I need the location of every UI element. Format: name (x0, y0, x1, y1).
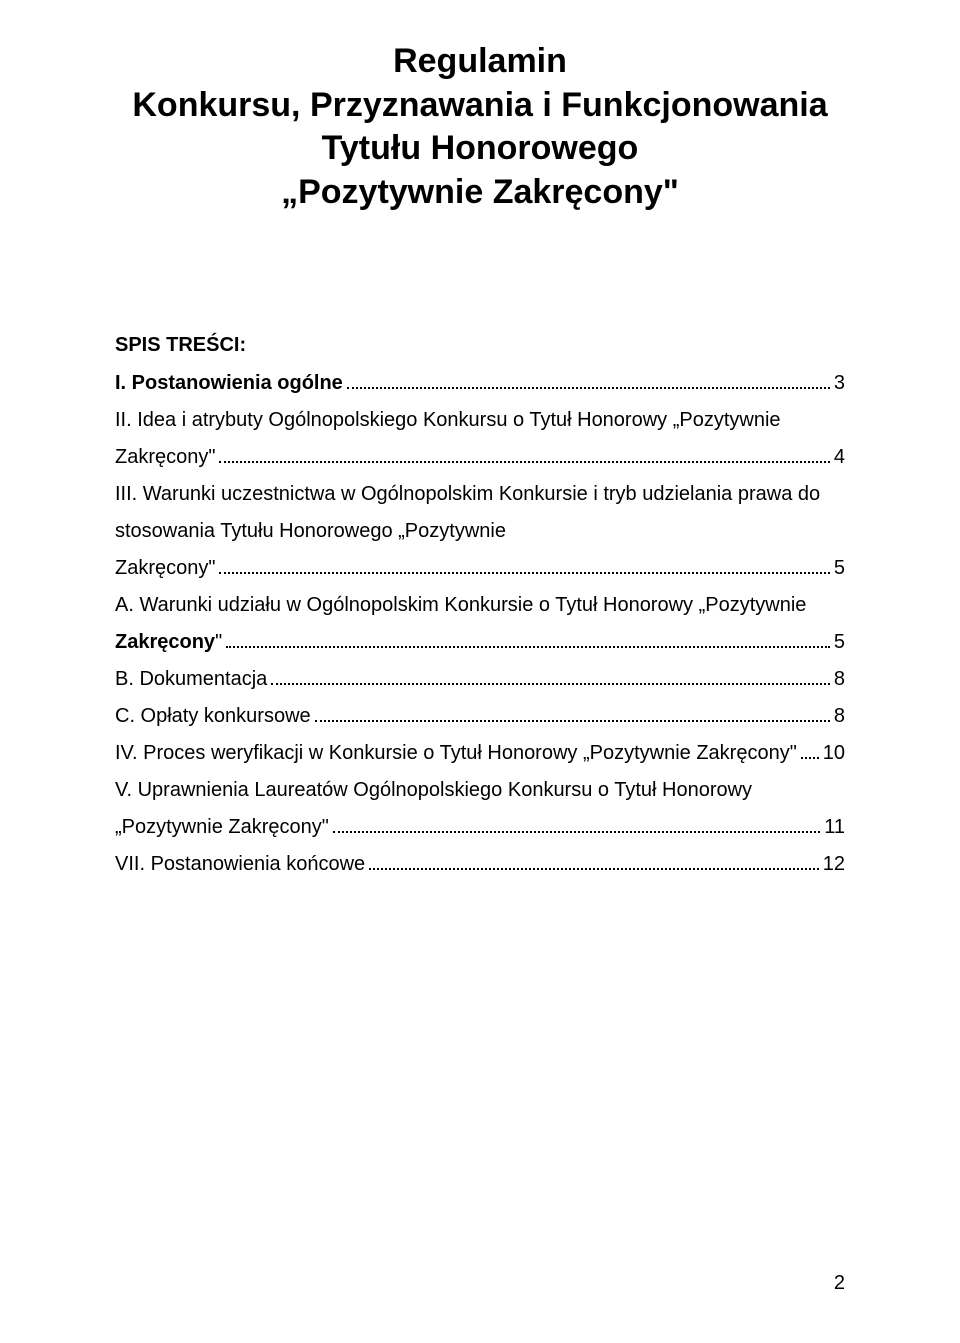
toc-page: 12 (823, 846, 845, 883)
toc-bold: C. Opłaty konkursowe (115, 698, 311, 735)
toc-text: I. Postanowienia ogólne (115, 365, 343, 402)
toc-page: 4 (834, 439, 845, 476)
toc-entry-i: I. Postanowienia ogólne 3 (115, 365, 845, 402)
toc-entry-ii-line1: II. Idea i atrybuty Ogólnopolskiego Konk… (115, 402, 845, 439)
toc-page: 5 (834, 550, 845, 587)
toc-bold: Zakręcony" (115, 439, 215, 476)
toc-entry-b: B. Dokumentacja 8 (115, 661, 845, 698)
title-line-4: „Pozytywnie Zakręcony" (115, 171, 845, 215)
toc-rest: " (215, 631, 222, 653)
title-line-3: Tytułu Honorowego (115, 127, 845, 171)
title-block: Regulamin Konkursu, Przyznawania i Funkc… (115, 40, 845, 214)
toc-leader (219, 556, 829, 574)
toc-leader (271, 667, 830, 685)
toc-entry-v-line1: V. Uprawnienia Laureatów Ogólnopolskiego… (115, 772, 845, 809)
toc-page: 11 (824, 809, 845, 846)
toc-bold: B. Dokumentacja (115, 661, 267, 698)
title-line-1: Regulamin (115, 40, 845, 84)
toc-leader (347, 371, 830, 389)
toc-heading: SPIS TREŚCI: (115, 334, 845, 357)
toc-bold: stosowania Tytułu Honorowego „Pozytywnie (115, 513, 506, 550)
title-line-2: Konkursu, Przyznawania i Funkcjonowania (115, 84, 845, 128)
toc-leader (801, 741, 819, 759)
toc-bold: Zakręcony" (115, 550, 215, 587)
toc-entry-a-line1: A. Warunki udziału w Ogólnopolskim Konku… (115, 587, 845, 624)
toc-leader (219, 445, 829, 463)
toc-entry-v-line2: „Pozytywnie Zakręcony" 11 (115, 809, 845, 846)
toc-entry-a-line2: Zakręcony" 5 (115, 624, 845, 661)
toc-bold: Zakręcony (115, 631, 215, 653)
toc-bold: I. Postanowienia ogólne (115, 372, 343, 394)
toc-bold: IV. Proces weryfikacji w Konkursie o Tyt… (115, 735, 797, 772)
toc: I. Postanowienia ogólne 3 II. Idea i atr… (115, 365, 845, 883)
toc-page: 10 (823, 735, 845, 772)
toc-bold: VII. Postanowienia końcowe (115, 846, 365, 883)
toc-leader (315, 704, 830, 722)
toc-bold: „Pozytywnie Zakręcony" (115, 809, 329, 846)
toc-bold: V. Uprawnienia Laureatów Ogólnopolskiego… (115, 772, 752, 809)
toc-text: Zakręcony" (115, 624, 222, 661)
toc-entry-vii: VII. Postanowienia końcowe 12 (115, 846, 845, 883)
toc-page: 8 (834, 661, 845, 698)
page-number: 2 (834, 1272, 845, 1295)
toc-page: 3 (834, 365, 845, 402)
toc-leader (333, 815, 820, 833)
toc-entry-c: C. Opłaty konkursowe 8 (115, 698, 845, 735)
document-page: Regulamin Konkursu, Przyznawania i Funkc… (0, 0, 960, 1343)
toc-entry-ii-line2: Zakręcony" 4 (115, 439, 845, 476)
toc-page: 8 (834, 698, 845, 735)
toc-entry-iii-line3: Zakręcony" 5 (115, 550, 845, 587)
toc-leader (226, 630, 830, 648)
toc-bold: II. Idea i atrybuty Ogólnopolskiego Konk… (115, 402, 781, 439)
toc-leader (369, 852, 819, 870)
toc-entry-iii-line2: stosowania Tytułu Honorowego „Pozytywnie (115, 513, 845, 550)
toc-bold: III. Warunki uczestnictwa w Ogólnopolski… (115, 476, 820, 513)
toc-entry-iv: IV. Proces weryfikacji w Konkursie o Tyt… (115, 735, 845, 772)
toc-bold: A. Warunki udziału w Ogólnopolskim Konku… (115, 587, 806, 624)
toc-page: 5 (834, 624, 845, 661)
toc-entry-iii-line1: III. Warunki uczestnictwa w Ogólnopolski… (115, 476, 845, 513)
